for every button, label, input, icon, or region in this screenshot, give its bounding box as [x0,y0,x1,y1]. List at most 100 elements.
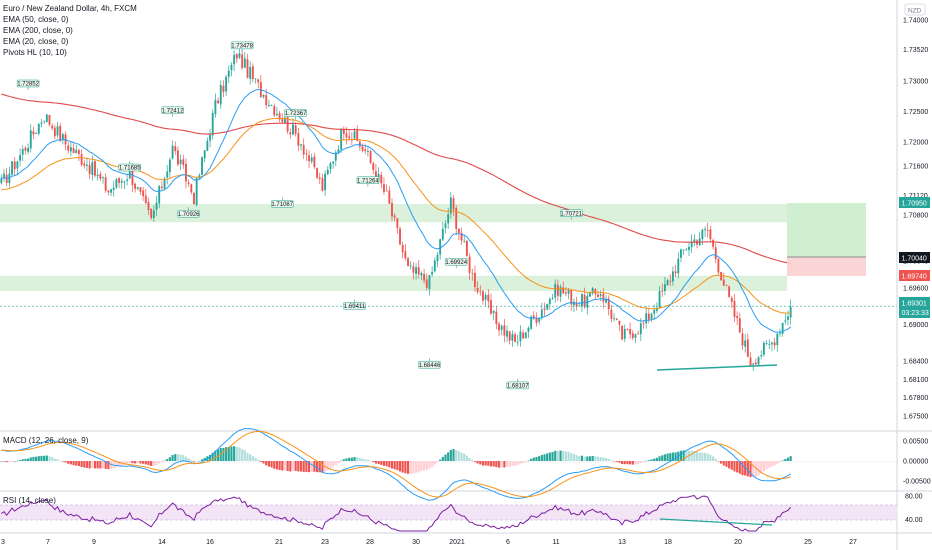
candle [583,287,586,309]
svg-text:1.72367: 1.72367 [285,111,307,117]
candle [251,63,254,83]
candle [439,238,442,260]
candle [313,152,316,169]
candle [717,258,720,275]
candle [67,142,70,154]
candle [647,308,650,324]
candle [487,289,490,309]
price-tick-label: 1.69600 [903,285,928,292]
candle [741,328,744,351]
candle [629,322,632,339]
chart-legend[interactable]: Euro / New Zealand Dollar, 4h, FXCM EMA … [3,4,137,57]
candle [203,150,206,163]
time-tick-label: 21 [275,539,283,546]
candle [110,188,112,197]
candle [645,306,648,329]
candle [634,333,637,343]
svg-text:1.72412: 1.72412 [162,108,184,114]
candle [257,78,260,89]
candle [396,217,399,234]
candle [275,107,278,117]
candle [316,167,319,180]
svg-text:1.68107: 1.68107 [507,383,529,389]
time-tick-label: 30 [412,539,420,546]
candle [591,286,594,296]
price-tick-label: 1.72000 [903,139,928,146]
pivot-label: 1.72367 [284,109,307,120]
macd-label: MACD (12, 26, close, 9) [3,436,89,445]
legend-ema50: EMA (50, close, 0) [3,15,69,24]
candle [356,125,359,142]
legend-ema200: EMA (200, close, 0) [3,26,73,35]
candle [372,161,375,175]
long-position-tool[interactable] [787,203,866,276]
candle [476,281,479,295]
candle [334,149,337,167]
candle [211,109,214,140]
candle [142,186,145,201]
candle [538,317,541,325]
price-axis[interactable]: 1.74000 1.73520 1.73000 1.72500 1.72000 1.716… [903,18,928,421]
candle [380,171,383,189]
candle [353,128,356,141]
time-tick-label: 13 [618,539,626,546]
time-axis[interactable]: 3 7 9 14 16 21 23 28 30 2021 6 11 13 18 20 25 27 [1,539,857,546]
candle [246,53,249,79]
candle [369,149,372,165]
candle [765,339,768,346]
candle [527,326,530,339]
candle [680,248,682,263]
candle [171,140,174,160]
candle [219,80,222,109]
time-tick-label: 27 [849,539,857,546]
candle [302,138,305,159]
candle [404,244,407,261]
candle [270,104,273,107]
candle [206,137,209,152]
time-tick-label: 6 [506,539,510,546]
price-tick-label: 1.71600 [903,164,928,171]
candle [310,153,313,164]
support-zone [0,275,787,292]
currency-badge[interactable] [904,3,926,16]
candle [195,177,198,207]
candle [524,331,527,339]
candle [383,177,385,195]
candle [431,266,434,277]
candle [294,121,297,137]
candle [5,167,8,187]
ema20-line [1,88,792,333]
candle [254,78,257,84]
candle [669,273,672,287]
time-tick-label: 2021 [449,539,465,546]
candle [139,187,142,196]
macd-pane[interactable]: MACD (12, 26, close, 9) [0,427,897,501]
time-tick-label: 25 [804,539,812,546]
rsi-tick-label: 80.00 [905,493,923,500]
candle [749,352,752,366]
time-tick-label: 14 [158,539,166,546]
candle [201,156,203,176]
candle [738,312,741,334]
candle [94,159,96,178]
candle [53,124,56,140]
candle [663,276,666,296]
candle [666,278,669,286]
candle [728,285,731,298]
candle [613,313,616,322]
candle [532,311,535,321]
price-pane[interactable]: 1.72852 1.71685 1.72412 1.70926 1.73478 1.723… [0,0,897,430]
candle [425,273,428,291]
rsi-pane[interactable]: RSI (14, close) [0,495,897,532]
svg-text:1.69411: 1.69411 [344,304,366,310]
candle [733,293,736,323]
candle [168,157,171,178]
rsi-axis: 80.00 40.00 [905,493,923,523]
candle [776,331,779,352]
candle [602,288,605,309]
candle [674,264,677,277]
candle [176,146,179,167]
candle [83,160,86,169]
pivot-label: 1.73478 [230,41,254,52]
